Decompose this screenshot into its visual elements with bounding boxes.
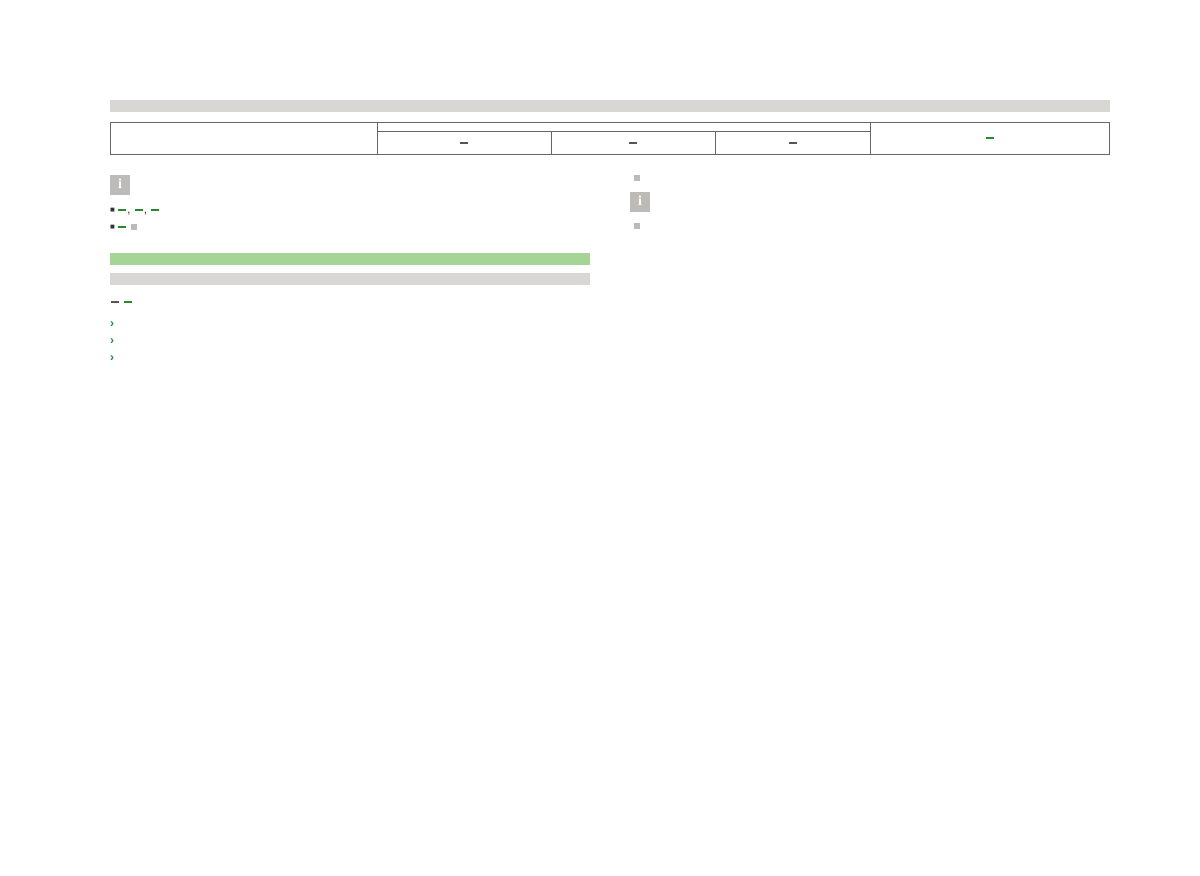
right-note-text — [630, 218, 1110, 234]
box-c — [151, 209, 159, 211]
th-a-box — [460, 142, 468, 144]
left-column: i , , — [110, 169, 590, 371]
vent-num-box — [986, 137, 994, 139]
box-e — [124, 301, 132, 303]
box-1 — [118, 226, 126, 228]
th-b — [551, 132, 715, 155]
clim-b3 — [110, 349, 590, 366]
note-line-1: , , — [110, 201, 590, 218]
info-icon-right: i — [630, 192, 650, 212]
th-c-box — [789, 142, 797, 144]
th-posizione — [378, 123, 870, 132]
th-c — [715, 132, 870, 155]
end-marker-3 — [634, 223, 640, 229]
section-header-climatizzatore — [110, 253, 590, 265]
info-icon: i — [110, 175, 130, 195]
avvertenza-box-right: i — [630, 192, 1110, 212]
manual-page: i , , i — [0, 0, 1200, 412]
clim-p1 — [110, 293, 590, 309]
right-continuation — [630, 169, 1110, 185]
box-a — [118, 209, 126, 211]
two-column-layout: i , , i — [110, 169, 1110, 371]
avvertenza-box-left: i — [110, 175, 590, 195]
note-line-2 — [110, 218, 590, 235]
th-regolazione — [111, 123, 378, 155]
th-bocchette — [870, 123, 1109, 155]
page-footer — [1096, 806, 1110, 820]
clim-b2 — [110, 332, 590, 349]
heating-settings-table — [110, 122, 1110, 155]
box-ac — [111, 301, 119, 303]
end-marker-2 — [634, 175, 640, 181]
clim-b1 — [110, 315, 590, 332]
right-column: i — [630, 169, 1110, 371]
th-b-box — [629, 142, 637, 144]
end-marker — [131, 224, 137, 230]
box-b — [135, 209, 143, 211]
section-header-regolazione — [110, 100, 1110, 112]
section-subheader-info — [110, 273, 590, 285]
th-a — [378, 132, 552, 155]
